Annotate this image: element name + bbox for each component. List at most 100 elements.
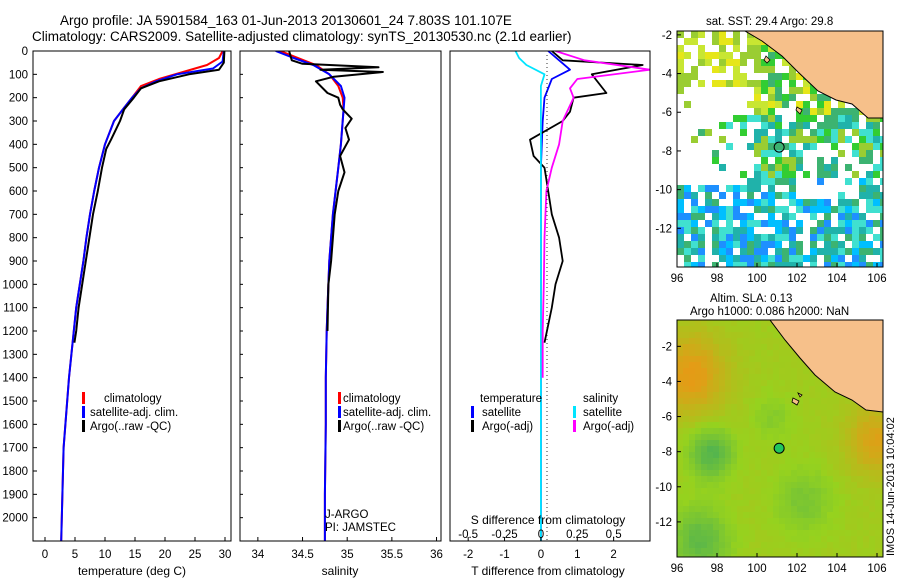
sla-map-cell (713, 482, 719, 488)
sla-map-cell (827, 548, 833, 554)
sst-map-cell (740, 185, 747, 192)
sla-map-cell (779, 350, 785, 356)
sst-map-cell (747, 199, 754, 206)
sst-map-cell (824, 262, 831, 267)
sla-map-cell (731, 422, 737, 428)
sla-map-cell (857, 470, 863, 476)
sla-map-cell (725, 506, 731, 512)
sla-map-cell (737, 332, 743, 338)
sla-map-cell (695, 494, 701, 500)
sst-map-cell (796, 164, 803, 171)
sla-map-cell (743, 422, 749, 428)
sst-map-cell (733, 213, 740, 220)
sla-map-cell (689, 404, 695, 410)
sst-map-cell (768, 206, 775, 213)
sla-map-cell (791, 410, 797, 416)
sst-map-cell (859, 255, 866, 262)
sst-map-cell (740, 115, 747, 122)
series-line-argo-raw-qc- (73, 51, 226, 343)
sla-map-cell (755, 362, 761, 368)
sla-map-cell (797, 524, 803, 530)
sla-map-cell (881, 494, 883, 500)
salinity-xtick-label: 35 (341, 549, 354, 561)
sst-map-cell (838, 108, 845, 115)
sst-map-cell (761, 255, 768, 262)
sla-map-cell (809, 386, 815, 392)
sla-map-cell (695, 500, 701, 506)
salinity-xlabel: salinity (322, 564, 359, 578)
sla-map-cell (845, 404, 851, 410)
sla-map-cell (785, 518, 791, 524)
sst-map-cell (880, 248, 883, 255)
sst-map-cell (796, 220, 803, 227)
sst-map-cell (691, 248, 698, 255)
sla-map-cell (713, 404, 719, 410)
sla-map-cell (701, 368, 707, 374)
sla-map-cell (749, 326, 755, 332)
sla-map-cell (803, 554, 809, 557)
sst-map-cell (859, 234, 866, 241)
sla-map-cell (701, 536, 707, 542)
sst-map-cell (754, 220, 761, 227)
sla-map-cell (779, 542, 785, 548)
sla-map-cell (737, 476, 743, 482)
sla-map-cell (707, 398, 713, 404)
sla-map-cell (851, 530, 857, 536)
sla-map-cell (683, 326, 689, 332)
sla-map-cell (863, 488, 869, 494)
sst-map-cell (838, 248, 845, 255)
sla-map-cell (761, 554, 767, 557)
sla-map-cell (851, 464, 857, 470)
sla-map-cell (689, 452, 695, 458)
sla-map-cell (695, 374, 701, 380)
sst-map-cell (831, 206, 838, 213)
sla-map-cell (683, 350, 689, 356)
sla-map-cell (839, 488, 845, 494)
sla-map-cell (803, 530, 809, 536)
sst-map-cell (880, 213, 883, 220)
sst-map-cell (768, 171, 775, 178)
sla-map-cell (839, 428, 845, 434)
sla-map-cell (707, 416, 713, 422)
sla-map-cell (809, 542, 815, 548)
difference-top-xtick-label: 0.25 (566, 529, 588, 541)
sla-map-cell (779, 506, 785, 512)
sst-map-cell (810, 262, 817, 267)
sla-map-cell (881, 476, 883, 482)
temperature-xtick-label: 15 (129, 549, 142, 561)
sst-map-cell (705, 199, 712, 206)
sst-map-cell (782, 248, 789, 255)
sla-map-cell (743, 530, 749, 536)
sla-map-cell (827, 386, 833, 392)
sla-map-cell (713, 374, 719, 380)
sla-map-cell (797, 464, 803, 470)
sla-map-cell (689, 332, 695, 338)
sla-map-cell (815, 428, 821, 434)
sst-map-xtick-label: 98 (711, 273, 724, 285)
sst-map-cell (817, 178, 824, 185)
sla-map-cell (767, 530, 773, 536)
legend-swatch-climatology (82, 392, 85, 404)
sla-map-cell (857, 416, 863, 422)
sla-map-cell (719, 338, 725, 344)
sla-map-cell (773, 536, 779, 542)
sla-map-cell (713, 320, 719, 326)
sla-map-cell (743, 512, 749, 518)
sla-map-cell (827, 410, 833, 416)
sst-map-cell (761, 45, 768, 52)
sla-map-cell (695, 458, 701, 464)
sst-map-cell (782, 192, 789, 199)
sla-map-cell (707, 344, 713, 350)
sla-map-cell (767, 512, 773, 518)
sla-map-cell (695, 518, 701, 524)
sla-map-cell (839, 548, 845, 554)
sla-map-cell (743, 350, 749, 356)
sla-map-cell (791, 362, 797, 368)
sla-map-cell (695, 548, 701, 554)
sla-map-cell (683, 536, 689, 542)
sla-map-cell (695, 536, 701, 542)
sla-map-cell (857, 488, 863, 494)
sla-map-cell (719, 368, 725, 374)
sst-map-cell (880, 136, 883, 143)
sla-map-cell (731, 404, 737, 410)
